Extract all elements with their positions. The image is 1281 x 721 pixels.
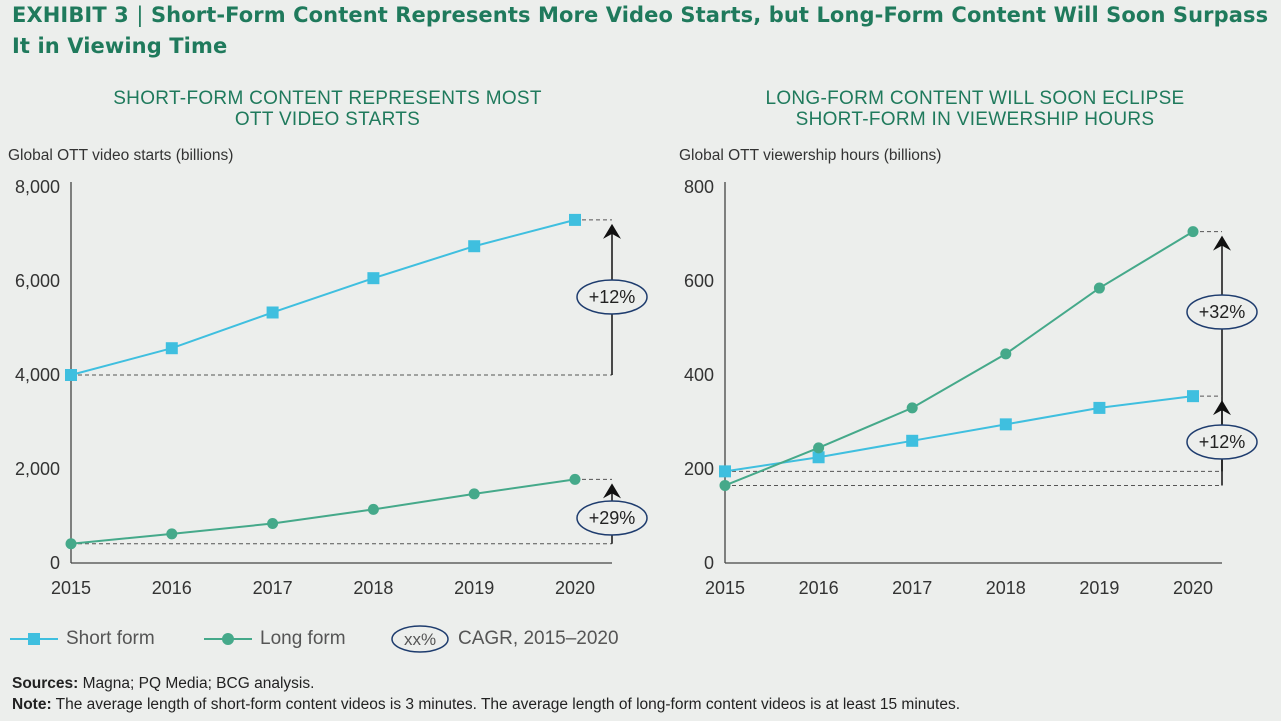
chart-2-title-line-1: LONG-FORM CONTENT WILL SOON ECLIPSE <box>765 88 1185 109</box>
legend-cagr: xx% CAGR, 2015–2020 <box>390 624 619 654</box>
chart-2-y-tick-label: 600 <box>684 271 714 291</box>
chart-1-long-form-point <box>267 518 279 530</box>
chart-1-y-tick-label: 2,000 <box>15 459 60 479</box>
chart-2-short-form-point <box>812 451 825 464</box>
chart-1-cagr-2-ellipse <box>576 500 648 536</box>
chart-2-cagr-2-ellipse <box>1186 424 1258 460</box>
chart-2-y-tick-label: 0 <box>704 553 714 573</box>
chart-1-x-tick-label: 2015 <box>51 578 91 598</box>
chart-1-long-form-point <box>468 488 480 500</box>
chart-1-x-tick-label: 2016 <box>152 578 192 598</box>
sources-text: Magna; PQ Media; BCG analysis. <box>78 675 315 692</box>
short-form-swatch-icon <box>10 633 58 645</box>
chart-2-y-axis-title: Global OTT viewership hours (billions) <box>679 147 942 164</box>
chart-1-cagr-2-label: +29% <box>589 508 636 528</box>
chart-2-series-short-form-line <box>724 395 1194 473</box>
chart-2-y-tick-label: 800 <box>684 177 714 197</box>
chart-1-short-form-point <box>569 213 581 226</box>
chart-1-short-form-point <box>266 306 279 319</box>
chart-1-series-short-form-line <box>70 218 576 376</box>
sources-label: Sources: <box>12 675 79 692</box>
chart-2-x-tick-label: 2019 <box>1079 578 1119 598</box>
legend-cagr-label: CAGR, 2015–2020 <box>458 628 619 649</box>
chart-2-series-long-form-line <box>724 230 1194 487</box>
footer-note: Note: The average length of short-form c… <box>12 696 960 714</box>
chart-2-short-form-point <box>906 434 919 447</box>
legend-long-form: Long form <box>204 624 346 654</box>
chart-2-long-form-point <box>1000 348 1012 360</box>
chart-2-short-form-point <box>1093 401 1106 414</box>
chart-1-x-tick-label: 2019 <box>454 578 494 598</box>
chart-2-x-tick-label: 2020 <box>1173 578 1213 598</box>
chart-1-title: SHORT-FORM CONTENT REPRESENTS MOST OTT V… <box>90 88 565 130</box>
chart-1-cagr-1-ellipse <box>576 279 648 315</box>
chart-1-short-form-point <box>367 272 380 285</box>
cagr-symbol: xx% <box>404 630 436 649</box>
chart-1-title-line-2: OTT VIDEO STARTS <box>234 109 421 130</box>
exhibit-number: EXHIBIT 3 <box>12 3 129 27</box>
chart-1-short-form-point <box>468 240 481 253</box>
chart-1-short-form-point <box>65 369 77 381</box>
chart-1-y-tick-label: 8,000 <box>15 177 60 197</box>
chart-1-y-tick-label: 4,000 <box>15 365 60 385</box>
chart-2-x-tick-label: 2015 <box>705 578 745 598</box>
chart-2-cagr-arrowhead-icon <box>1213 400 1231 416</box>
chart-1-title-line-1: SHORT-FORM CONTENT REPRESENTS MOST <box>113 88 542 109</box>
chart-2-long-form-point <box>906 402 918 414</box>
legend-short-form-label: Short form <box>66 628 155 649</box>
long-form-swatch-icon <box>204 633 252 645</box>
chart-2-y-tick-label: 400 <box>684 365 714 385</box>
chart-1-long-form-point <box>166 528 178 540</box>
note-text: The average length of short-form content… <box>51 696 961 713</box>
chart-2-short-form-point <box>999 418 1012 431</box>
footer-sources: Sources: Magna; PQ Media; BCG analysis. <box>12 675 314 693</box>
chart-1-cagr-arrowhead-icon <box>603 483 621 499</box>
chart-1-short-form-point <box>165 342 178 355</box>
chart-2-cagr-1-ellipse <box>1186 294 1258 330</box>
note-label: Note: <box>12 696 52 713</box>
chart-2-y-tick-label: 200 <box>684 459 714 479</box>
chart-2-x-tick-label: 2016 <box>799 578 839 598</box>
chart-2-title: LONG-FORM CONTENT WILL SOON ECLIPSE SHOR… <box>735 88 1215 130</box>
chart-2-x-tick-label: 2017 <box>892 578 932 598</box>
chart-1-y-tick-label: 0 <box>50 553 60 573</box>
chart-2-long-form-point <box>1093 282 1105 294</box>
legend-short-form: Short form <box>10 624 155 654</box>
chart-1-series-long-form-line <box>70 478 576 545</box>
chart-2-cagr-2-label: +12% <box>1199 432 1246 452</box>
chart-1-long-form-point <box>569 473 581 485</box>
chart-2-cagr-1-label: +32% <box>1199 302 1246 322</box>
chart-1-cagr-arrowhead-icon <box>603 223 621 239</box>
chart-1-y-axis-title: Global OTT video starts (billions) <box>8 147 234 164</box>
chart-1-x-tick-label: 2018 <box>353 578 393 598</box>
chart-1-cagr-1-label: +12% <box>589 287 636 307</box>
chart-1-long-form-point <box>65 538 77 550</box>
chart-2-long-form-point <box>813 442 825 454</box>
chart-2-short-form-point <box>719 465 731 478</box>
chart-1-long-form-point <box>367 503 379 515</box>
chart-2-title-line-2: SHORT-FORM IN VIEWERSHIP HOURS <box>795 109 1155 130</box>
chart-2-x-tick-label: 2018 <box>986 578 1026 598</box>
chart-1-x-tick-label: 2020 <box>555 578 595 598</box>
legend: Short form Long form xx% CAGR, 2015–2020 <box>10 624 710 654</box>
chart-1-x-tick-label: 2017 <box>253 578 293 598</box>
exhibit-title: EXHIBIT 3 | Short-Form Content Represent… <box>12 0 1274 62</box>
chart-1-y-tick-label: 6,000 <box>15 271 60 291</box>
chart-2-long-form-point <box>719 479 731 491</box>
chart-2-short-form-point <box>1187 390 1199 403</box>
chart-2-cagr-arrowhead-icon <box>1213 235 1231 251</box>
chart-2-long-form-point <box>1187 226 1199 238</box>
legend-long-form-label: Long form <box>260 628 346 649</box>
cagr-ellipse-icon: xx% <box>391 625 449 653</box>
exhibit-title-text: Short-Form Content Represents More Video… <box>12 3 1269 58</box>
title-separator: | <box>136 3 144 27</box>
